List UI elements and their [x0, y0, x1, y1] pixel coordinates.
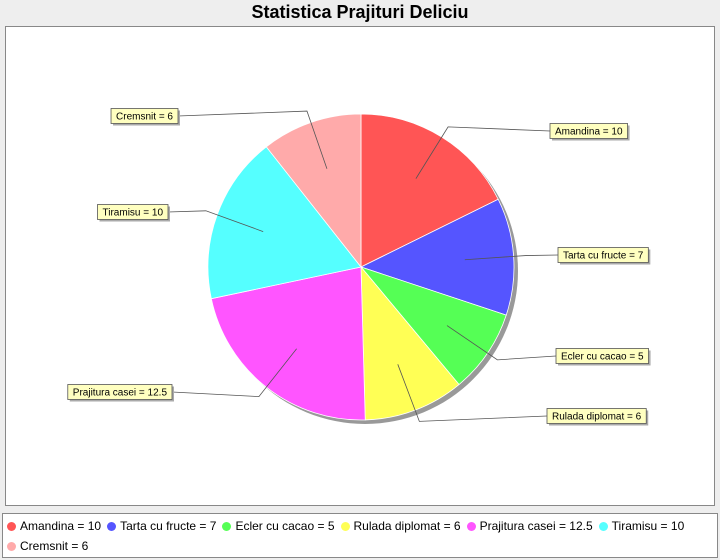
slice-label-amandina: Amandina = 10: [415, 123, 630, 179]
slice-label-rulada-diplomat: Rulada diplomat = 6: [397, 364, 649, 426]
label-box: [97, 204, 169, 220]
legend-item-rulada-diplomat: Rulada diplomat = 6: [340, 516, 461, 536]
leader-line: [446, 325, 557, 361]
leader-line: [167, 210, 264, 232]
leader-line: [397, 364, 548, 422]
leader-line: [464, 254, 559, 261]
label-box: [110, 108, 179, 124]
legend-item-cremsnit: Cremsnit = 6: [7, 536, 88, 556]
label-text: Rulada diplomat = 6: [552, 412, 642, 423]
label-text: Ecler cu cacao = 5: [561, 352, 644, 363]
slice-label-prajitura-casei: Prajitura casei = 12.5: [67, 348, 297, 402]
slice-label-ecler-cu-cacao: Ecler cu cacao = 5: [446, 325, 651, 366]
label-text: Amandina = 10: [555, 127, 623, 138]
label-box: [549, 123, 628, 139]
legend-swatch: [107, 521, 117, 531]
legend-item-amandina: Amandina = 10: [7, 516, 101, 536]
label-text: Tarta cu fructe = 7: [563, 251, 644, 262]
legend-swatch: [466, 521, 476, 531]
legend-item-ecler-cu-cacao: Ecler cu cacao = 5: [222, 516, 335, 536]
legend-label: Prajitura casei = 12.5: [479, 519, 593, 533]
label-text: Prajitura casei = 12.5: [73, 388, 168, 399]
label-box: [557, 247, 649, 263]
legend-label: Cremsnit = 6: [20, 539, 89, 553]
slice-label-cremsnit: Cremsnit = 6: [110, 108, 328, 169]
legend: Amandina = 10 Tarta cu fructe = 7 Ecler cu…: [2, 513, 718, 558]
legend-swatch: [7, 521, 16, 531]
leader-line: [177, 110, 328, 169]
label-box: [67, 384, 173, 400]
legend-swatch: [7, 541, 16, 551]
leader-line: [171, 348, 297, 398]
label-box: [555, 348, 649, 364]
pie-chart: Amandina = 10 Tarta cu fructe = 7 Ecler cu…: [67, 108, 651, 426]
legend-swatch: [340, 521, 350, 531]
legend-label: Tarta cu fructe = 7: [120, 519, 217, 533]
plot-area: Amandina = 10 Tarta cu fructe = 7 Ecler cu…: [5, 26, 715, 506]
label-box: [546, 408, 647, 424]
legend-label: Amandina = 10: [20, 519, 102, 533]
legend-item-prajitura-casei: Prajitura casei = 12.5: [466, 516, 593, 536]
legend-swatch: [598, 521, 608, 531]
slice-label-tarta-cu-fructe: Tarta cu fructe = 7: [464, 247, 651, 265]
legend-item-tarta-cu-fructe: Tarta cu fructe = 7: [107, 516, 216, 536]
label-text: Tiramisu = 10: [103, 208, 164, 219]
legend-label: Rulada diplomat = 6: [353, 519, 461, 533]
slice-label-tiramisu: Tiramisu = 10: [97, 204, 264, 232]
label-text: Cremsnit = 6: [116, 112, 173, 123]
legend-label: Ecler cu cacao = 5: [235, 519, 335, 533]
legend-label: Tiramisu = 10: [611, 519, 685, 533]
chart-title: Statistica Prajituri Deliciu: [251, 2, 469, 22]
leader-line: [415, 126, 551, 179]
legend-item-tiramisu: Tiramisu = 10: [598, 516, 685, 536]
legend-swatch: [222, 521, 232, 531]
